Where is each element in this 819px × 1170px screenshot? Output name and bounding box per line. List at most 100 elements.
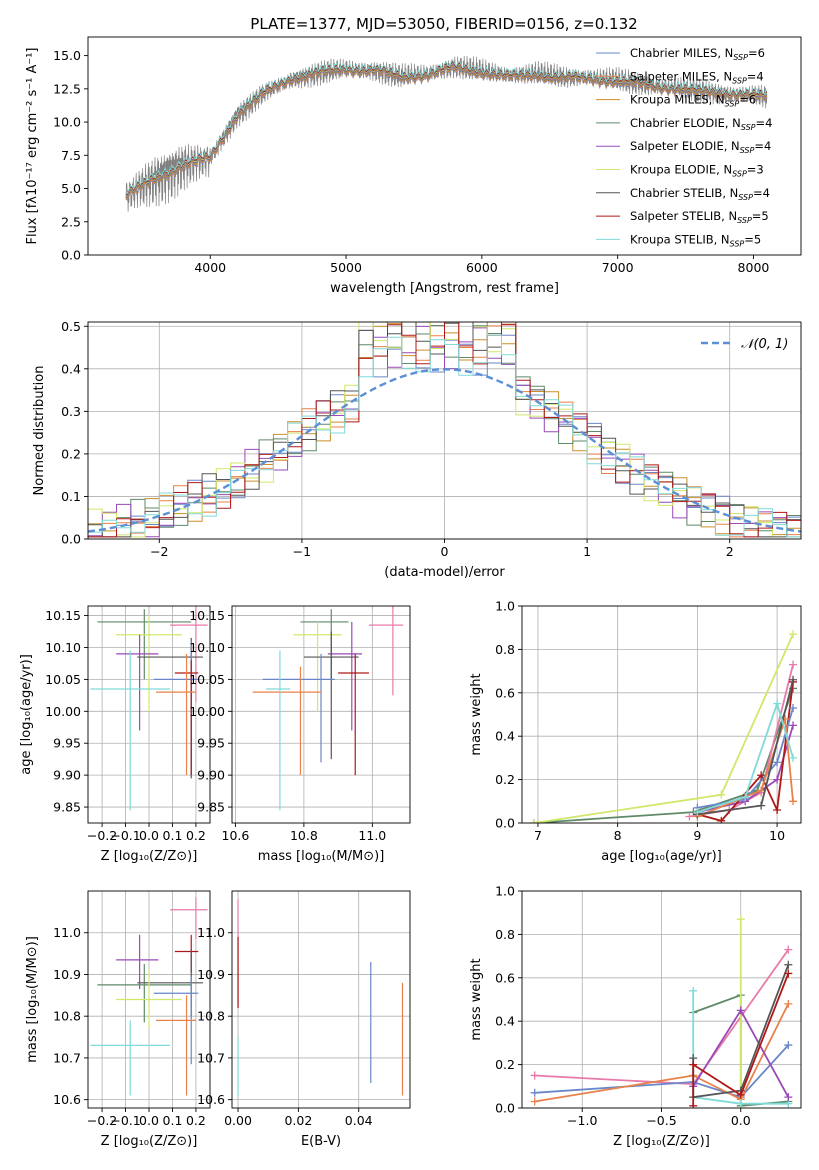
age_vs_Z-xtick-label: 0.0 [139,828,159,843]
legend-sub: SSP [732,170,747,179]
weight_vs_Z-ylabel: mass weight [469,958,484,1040]
weight_vs_age-marker [773,699,782,708]
weight_vs_age-marker [789,721,798,730]
spectrum-xlabel: wavelength [Angstrom, rest frame] [330,281,559,296]
spectrum-legend-label: Kroupa STELIB, NSSP=5 [630,232,761,248]
legend-text: Chabrier ELODIE, N [630,116,741,130]
weight_vs_age-marker [789,630,798,639]
weight_vs_Z-series-line [534,1003,790,1103]
weight_vs_Z-ytick-label: 0.2 [495,1057,515,1072]
mass_vs_Z-ylabel: mass [log₁₀(M/M⊙)] [25,936,40,1063]
mass_vs_Z-xtick-label: 0.1 [163,1113,183,1128]
residuals-plot-area [88,322,801,538]
weight_vs_Z-marker [784,969,793,978]
mass_vs_ebv-frame [231,890,411,1109]
weight_vs_Z-ytick-label: 0.4 [495,1014,515,1029]
weight_vs_age-frame [521,605,802,824]
mass_vs_Z-ytick-label: 10.9 [53,967,81,982]
mass_vs_Z-ytick-label: 10.6 [53,1092,81,1107]
age_vs_Z-ytick-label: 9.95 [53,736,81,751]
spectrum-ytick-label: 7.5 [61,148,81,163]
age_vs_mass-ytick-label: 9.90 [197,768,225,783]
weight_vs_Z-xtick-label: −1.0 [567,1113,597,1128]
legend-text: =4 [756,116,773,130]
legend-text: Kroupa MILES, N [630,93,725,107]
weight_vs_age-ytick-label: 0.2 [495,772,515,787]
histogram-kroupa_stelib [88,334,801,538]
age_vs_mass-plot-area [252,606,404,811]
legend-text: =3 [747,163,764,177]
spectrum-model-kroupa_stelib [125,59,768,195]
weight_vs_Z-series-line [692,973,790,1106]
mass_vs_ebv-xtick-label: 0.00 [224,1113,252,1128]
weight_vs_age-marker [789,797,798,806]
legend-text: =4 [754,139,771,153]
weight_vs_age-marker [789,703,798,712]
weight_vs_Z-marker [689,1060,698,1069]
weight_vs_age-marker [757,771,766,780]
residuals-xtick-label: −2 [150,544,168,559]
mass_vs_Z-ytick-label: 10.7 [53,1050,81,1065]
mass_vs_ebv-ytick-label: 10.6 [197,1092,225,1107]
age_vs_mass-xlabel: mass [log₁₀(M/M⊙)] [258,849,385,864]
residuals-xlabel: (data-model)/error [384,565,505,580]
weight_vs_age-ytick-label: 0.0 [495,816,515,831]
weight_vs_Z-xtick-label: 0.0 [731,1113,751,1128]
legend-sub: SSP [738,193,753,202]
age_vs_Z-ytick-label: 10.05 [45,672,81,687]
mass_vs_Z-xlabel: Z [log₁₀(Z/Z⊙)] [101,1134,198,1149]
age_vs_Z-xtick-label: −0.1 [110,828,140,843]
spectrum-legend-label: Salpeter STELIB, NSSP=5 [630,209,769,225]
legend-text: =6 [748,46,765,60]
weight_vs_age-plot-area [529,630,798,823]
histogram-salpeter_elodie [88,325,801,538]
legend-text: =6 [739,93,756,107]
weight_vs_Z-marker [784,945,793,954]
weight_vs_Z-marker [530,1071,539,1080]
weight_vs_Z-series-line [692,990,789,1105]
age_vs_Z-ytick-label: 10.15 [45,608,81,623]
mass_vs_Z-plot-area [90,897,208,1096]
weight_vs_Z-marker [689,986,698,995]
weight_vs_Z-marker [784,960,793,969]
mass_vs_Z-xtick-label: −0.1 [110,1113,140,1128]
legend-sub: SSP [725,100,740,109]
mass_vs_ebv-xtick-label: 0.04 [345,1113,373,1128]
residuals-ylabel: Normed distribution [32,366,47,496]
legend-text: =4 [753,186,770,200]
weight_vs_age-xlabel: age [log₁₀(age/yr)] [601,849,722,864]
weight_vs_Z-xlabel: Z [log₁₀(Z/Z⊙)] [613,1134,710,1149]
age_vs_Z-ylabel: age [log₁₀(age/yr)] [19,654,34,775]
weight_vs_Z-ytick-label: 0.8 [495,927,515,942]
age_vs_mass-ytick-label: 10.00 [189,704,225,719]
weight_vs_age-marker [693,808,702,817]
weight_vs_age-marker [717,790,726,799]
weight_vs_Z-marker [530,1097,539,1106]
age_vs_Z-ytick-label: 9.90 [53,768,81,783]
weight_vs_age-ytick-label: 0.4 [495,729,515,744]
spectrum-ytick-label: 15.0 [53,48,81,63]
weight_vs_Z-marker [736,1006,745,1015]
weight_vs_age-marker [773,758,782,767]
weight_vs_age-series-line [697,700,794,813]
normal-legend-label: 𝒩(0, 1) [741,337,788,352]
figure-title: PLATE=1377, MJD=53050, FIBERID=0156, z=0… [250,15,637,33]
weight_vs_Z-marker [784,1093,793,1102]
spectrum-legend-label: Salpeter MILES, NSSP=4 [630,69,764,85]
age_vs_mass-ytick-label: 10.05 [189,672,225,687]
spectrum-legend-label: Kroupa MILES, NSSP=6 [630,93,756,109]
legend-text: Kroupa STELIB, N [630,232,730,246]
spectrum-xtick-label: 4000 [194,260,226,275]
residuals-xtick-label: 1 [583,544,591,559]
spectrum-legend-label: Chabrier STELIB, NSSP=4 [630,186,770,202]
age_vs_mass-ytick-label: 10.10 [189,640,225,655]
legend-text: =4 [747,69,764,83]
age_vs_Z-xlabel: Z [log₁₀(Z/Z⊙)] [101,849,198,864]
age_vs_mass-frame [231,605,411,824]
spectrum-xtick-label: 6000 [466,260,498,275]
mass_vs_Z-ytick-label: 10.8 [53,1009,81,1024]
mass_vs_ebv-ytick-label: 10.8 [197,1009,225,1024]
weight_vs_Z-ytick-label: 0.0 [495,1101,515,1116]
age_vs_mass-xtick-label: 11.0 [358,828,386,843]
